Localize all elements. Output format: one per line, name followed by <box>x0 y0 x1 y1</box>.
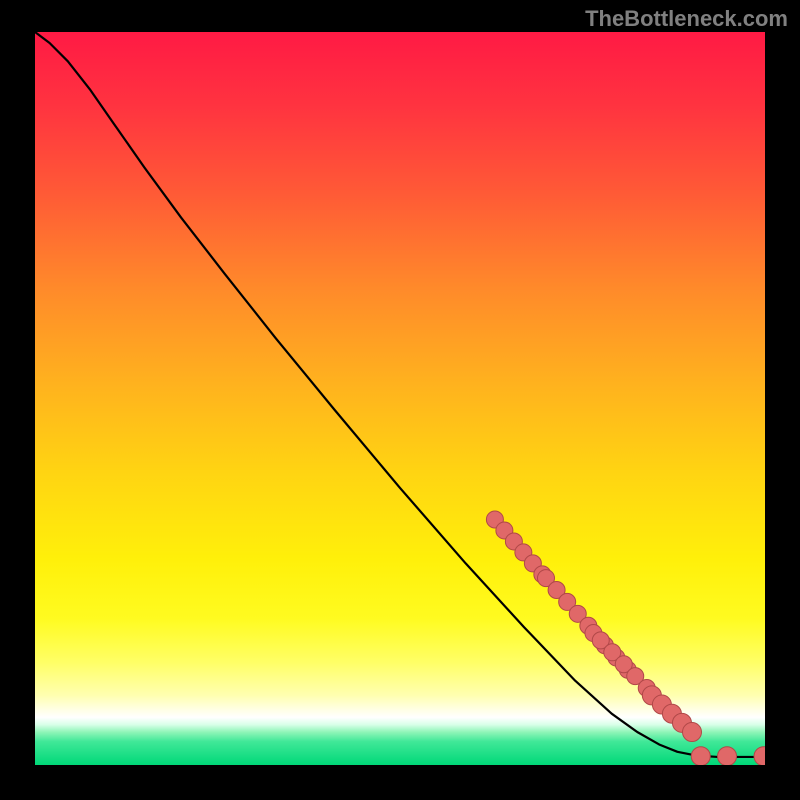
gradient-background <box>35 32 765 765</box>
data-marker <box>691 747 710 765</box>
chart-canvas: TheBottleneck.com <box>0 0 800 800</box>
data-marker <box>718 747 737 765</box>
chart-svg <box>35 32 765 765</box>
data-marker <box>683 723 702 742</box>
plot-area <box>35 32 765 765</box>
attribution-label: TheBottleneck.com <box>585 6 788 32</box>
